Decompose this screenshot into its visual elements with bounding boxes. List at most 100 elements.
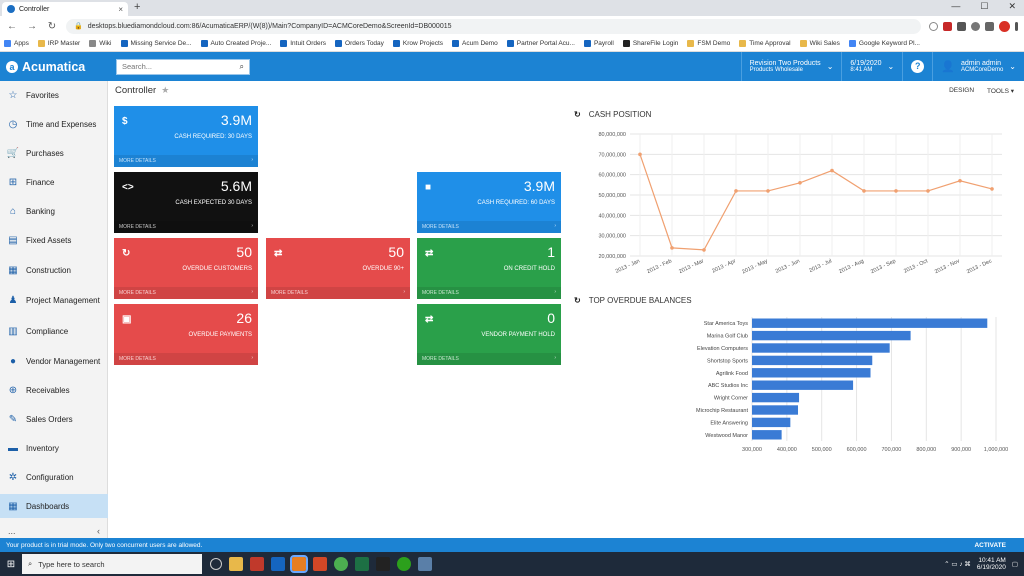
kpi-tile-cash-required-30-days[interactable]: $3.9M CASH REQUIRED: 30 DAYS MORE DETAILS › — [114, 106, 258, 167]
bookmark-item[interactable]: Google Keyword Pl... — [848, 40, 920, 47]
bookmark-item[interactable]: IRP Master — [37, 40, 80, 47]
powerpoint-icon[interactable] — [313, 557, 327, 571]
branch-name: Products Wholesale — [749, 67, 803, 73]
outlook-icon[interactable] — [271, 557, 285, 571]
tile-more-details-link[interactable]: MORE DETAILS › — [114, 353, 258, 365]
bookmark-item[interactable]: ShareFile Login — [622, 40, 678, 47]
app-icon[interactable] — [250, 557, 264, 571]
bookmark-item[interactable]: Payroll — [583, 40, 614, 47]
refresh-icon[interactable]: ↻ — [574, 110, 581, 119]
sidebar-item-sales-orders[interactable]: ✎ Sales Orders — [0, 407, 108, 431]
sidebar-item-project-management[interactable]: ♟ Project Management — [0, 288, 108, 312]
bookmark-item[interactable]: Time Approval — [739, 40, 791, 47]
back-icon[interactable]: ← — [7, 20, 17, 32]
profile-avatar[interactable] — [999, 20, 1010, 32]
tile-more-details-link[interactable]: MORE DETAILS › — [114, 221, 258, 233]
help-button[interactable]: ? — [902, 52, 932, 81]
extensions-puzzle-icon[interactable] — [985, 21, 994, 31]
bookmark-item[interactable]: Apps — [4, 40, 29, 47]
bookmark-item[interactable]: Acum Demo — [452, 40, 498, 47]
close-tab-icon[interactable]: × — [118, 4, 123, 14]
acrobat-icon[interactable] — [376, 557, 390, 571]
sidebar-item-receivables[interactable]: ⊕ Receivables — [0, 378, 108, 402]
notifications-icon[interactable]: ▢ — [1011, 561, 1018, 568]
sidebar-item-fixed-assets[interactable]: ▤ Fixed Assets — [0, 228, 108, 252]
bookmark-item[interactable]: Wiki Sales — [799, 40, 840, 47]
reload-icon[interactable]: ↻ — [47, 20, 57, 32]
collapse-sidebar-icon[interactable]: ‹ — [97, 526, 100, 536]
page-title: Controller ★ — [115, 85, 169, 96]
omnibox[interactable]: 🔒 desktops.bluediamondcloud.com:86/Acuma… — [66, 18, 921, 34]
bookmark-item[interactable]: Intuit Orders — [280, 40, 326, 47]
kpi-tile-cash-required-60-days[interactable]: ■ 3.9M CASH REQUIRED: 60 DAYS MORE DETAILS › — [417, 172, 561, 233]
browser-tab[interactable]: Controller × — [2, 2, 128, 16]
task-view-icon[interactable] — [210, 558, 222, 570]
close-window-icon[interactable]: ✕ — [1008, 1, 1016, 11]
bookmark-item[interactable]: Missing Service De... — [120, 40, 192, 47]
business-time: 8:41 AM — [850, 67, 873, 73]
bookmark-item[interactable]: Orders Today — [335, 40, 384, 47]
search-box[interactable]: ⌕ — [116, 58, 250, 75]
sidebar-item-favorites[interactable]: ☆ Favorites — [0, 83, 108, 107]
kpi-tile-on-credit-hold[interactable]: ⇄ 1 ON CREDIT HOLD MORE DETAILS › — [417, 238, 561, 299]
new-tab-button[interactable]: + — [134, 1, 141, 13]
tile-more-details-link[interactable]: MORE DETAILS › — [417, 353, 561, 365]
kpi-tile-overdue-customers[interactable]: ↻ 50 OVERDUE CUSTOMERS MORE DETAILS › — [114, 238, 258, 299]
extension-icon[interactable] — [971, 21, 980, 31]
bookmark-item[interactable]: Krow Projects — [392, 40, 443, 47]
windows-start-icon[interactable]: ⊞ — [6, 558, 16, 570]
date-selector[interactable]: 6/19/2020 8:41 AM ⌄ — [841, 52, 902, 81]
chrome-icon[interactable] — [334, 557, 348, 571]
sidebar-item-purchases[interactable]: 🛒 Purchases — [0, 141, 108, 165]
extension-icon[interactable] — [943, 21, 952, 31]
bookmark-item[interactable]: FSM Demo — [687, 40, 730, 47]
sidebar-item-inventory[interactable]: ▬ Inventory — [0, 436, 108, 460]
tools-menu[interactable]: TOOLS ▾ — [987, 88, 1014, 95]
menu-dots-icon[interactable] — [1015, 21, 1018, 31]
maximize-icon[interactable]: ☐ — [980, 1, 989, 11]
company-selector[interactable]: Revision Two Products Products Wholesale… — [740, 52, 842, 81]
sidebar-item-time-and-expenses[interactable]: ◷ Time and Expenses — [0, 112, 108, 136]
extension-icon[interactable] — [957, 21, 966, 31]
file-explorer-icon[interactable] — [229, 557, 243, 571]
search-icon[interactable]: ⌕ — [239, 61, 244, 71]
bookmark-item[interactable]: Auto Created Proje... — [200, 40, 271, 47]
kpi-tile-overdue-payments[interactable]: ▣ 26 OVERDUE PAYMENTS MORE DETAILS › — [114, 304, 258, 365]
forward-icon[interactable]: → — [27, 20, 37, 32]
acumatica-logo[interactable]: a Acumatica — [0, 60, 108, 74]
x-tick-label: 2013 - Jun — [775, 258, 801, 274]
favorite-star-icon[interactable]: ★ — [161, 85, 170, 95]
active-app-icon[interactable] — [290, 555, 308, 573]
tile-more-details-link[interactable]: MORE DETAILS › — [114, 155, 258, 167]
excel-icon[interactable] — [355, 557, 369, 571]
minimize-icon[interactable]: — — [951, 1, 961, 11]
tray-icons[interactable]: ⌃ ▭ ♪ ⌘ — [944, 561, 971, 568]
sidebar-item-configuration[interactable]: ✲ Configuration — [0, 465, 108, 489]
bookmark-star-icon[interactable] — [929, 21, 938, 31]
activate-link[interactable]: ACTIVATE — [974, 541, 1006, 549]
bookmark-item[interactable]: Wiki — [89, 40, 112, 47]
refresh-icon[interactable]: ↻ — [574, 296, 581, 305]
user-menu[interactable]: 👤 admin admin ACMCoreDemo ⌄ — [932, 52, 1024, 81]
sidebar-item-vendor-management[interactable]: ● Vendor Management — [0, 349, 108, 373]
kpi-tile-overdue-90-[interactable]: ⇄ 50 OVERDUE 90+ MORE DETAILS › — [266, 238, 410, 299]
sidebar-item-construction[interactable]: ▦ Construction — [0, 258, 108, 282]
taskbar-search[interactable]: ⌕ Type here to search — [22, 554, 202, 574]
sidebar-item-compliance[interactable]: ▥ Compliance — [0, 319, 108, 343]
kpi-tile-vendor-payment-hold[interactable]: ⇄ 0 VENDOR PAYMENT HOLD MORE DETAILS › — [417, 304, 561, 365]
sidebar-item-finance[interactable]: ⊞ Finance — [0, 170, 108, 194]
search-input[interactable] — [122, 62, 232, 71]
more-icon[interactable]: ... — [8, 526, 16, 536]
tile-more-details-link[interactable]: MORE DETAILS › — [266, 287, 410, 299]
sidebar-item-dashboards[interactable]: ▦ Dashboards — [0, 494, 108, 518]
taskbar-clock[interactable]: 10:41 AM 6/19/2020 — [977, 557, 1006, 571]
app-icon[interactable] — [418, 557, 432, 571]
kpi-tile-cash-expected-30-days[interactable]: <> 5.6M CASH EXPECTED 30 DAYS MORE DETAILS › — [114, 172, 258, 233]
tile-more-details-link[interactable]: MORE DETAILS › — [417, 287, 561, 299]
tile-more-details-link[interactable]: MORE DETAILS › — [114, 287, 258, 299]
design-button[interactable]: DESIGN — [949, 87, 975, 94]
tile-more-details-link[interactable]: MORE DETAILS › — [417, 221, 561, 233]
quickbooks-icon[interactable] — [397, 557, 411, 571]
bookmark-item[interactable]: Partner Portal Acu... — [506, 40, 575, 47]
sidebar-item-banking[interactable]: ⌂ Banking — [0, 199, 108, 223]
